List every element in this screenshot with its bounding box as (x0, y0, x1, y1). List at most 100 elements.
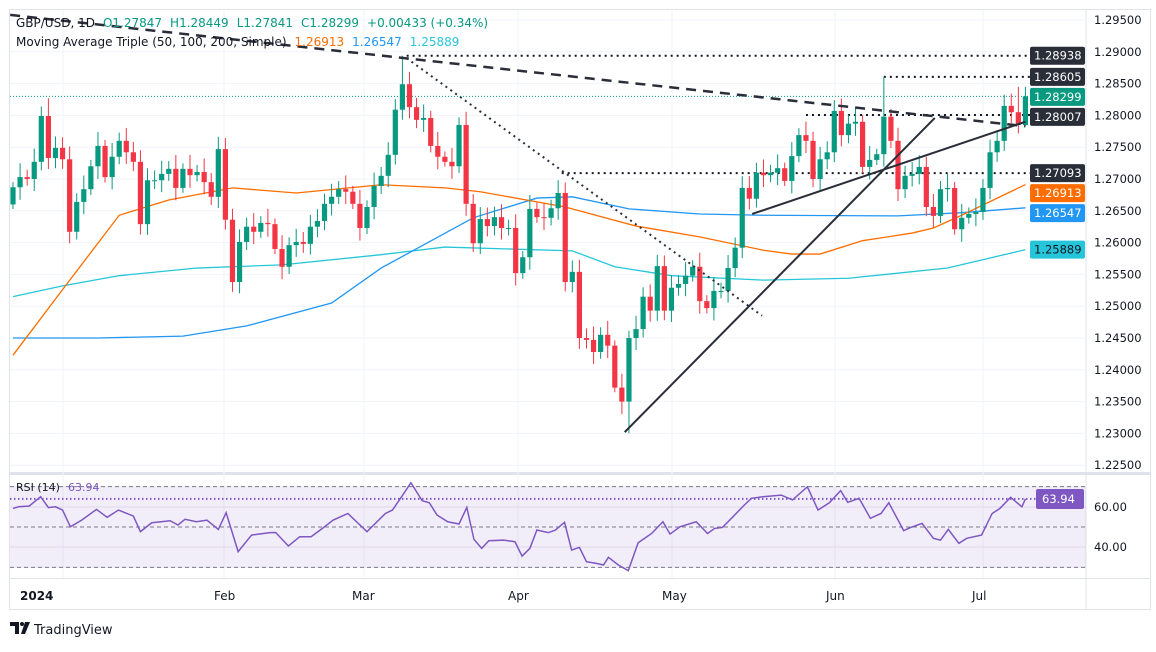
candle (612, 340, 618, 393)
candle (215, 136, 221, 208)
candle-body (867, 159, 873, 167)
candle (683, 262, 689, 297)
candle-body (17, 177, 23, 188)
candle-body (152, 180, 158, 182)
candle-body (1015, 112, 1021, 125)
price-tick-label: 1.26500 (1094, 204, 1142, 218)
candle-body (746, 187, 752, 199)
candle (152, 170, 158, 190)
candle (229, 208, 236, 292)
candle-body (520, 257, 526, 274)
price-axis[interactable]: 1.29500 1.29000 1.28500 1.28000 1.27500 1.270… (1094, 13, 1142, 472)
candle-body (860, 121, 866, 167)
candle-body (428, 117, 434, 146)
price-label-text: 1.28007 (1034, 110, 1082, 124)
candle-body (803, 135, 809, 141)
candle (633, 315, 639, 351)
candle-body (527, 208, 533, 258)
candle-body (994, 140, 1000, 153)
candle (314, 209, 321, 238)
candle-body (371, 185, 377, 207)
candle-body (166, 168, 172, 174)
candle (697, 252, 703, 314)
candle-body (159, 173, 165, 181)
candle (59, 137, 66, 169)
candle (576, 259, 582, 349)
candle (350, 185, 356, 210)
candle (619, 373, 625, 415)
rsi-title[interactable]: RSI (14) (16, 481, 60, 494)
candle-body (626, 338, 632, 402)
candle-body (244, 226, 250, 242)
candle-body (364, 206, 370, 228)
candle-body (647, 296, 653, 311)
candle (973, 198, 979, 227)
ma-title[interactable]: Moving Average Triple (50, 100, 200, Sim… (16, 35, 287, 49)
candle (513, 214, 519, 286)
candle-body (180, 168, 186, 188)
candle-body (484, 219, 490, 227)
ma50-line (12, 183, 1026, 356)
price-tick-label: 1.27000 (1094, 172, 1142, 186)
candle-body (350, 191, 356, 204)
symbol-legend[interactable]: GBP/USD, 1D O1.27847 H1.28449 L1.27841 C… (16, 16, 488, 30)
candle (803, 121, 809, 153)
candle (442, 151, 448, 167)
candle (421, 104, 427, 132)
tradingview-logo[interactable]: TradingView (10, 622, 113, 638)
candle-body (399, 84, 405, 110)
candle-body (576, 271, 582, 338)
candle-body (506, 227, 512, 229)
price-tick-label: 1.28500 (1094, 77, 1142, 91)
rsi-series-line (12, 481, 1027, 572)
candle (760, 159, 767, 188)
candle-body (704, 301, 710, 309)
candle-body (321, 203, 328, 221)
candle-body (583, 338, 590, 340)
trendline-dotted (406, 57, 763, 317)
rsi-legend-value: 63.94 (68, 481, 100, 494)
ma-legend[interactable]: Moving Average Triple (50, 100, 200, Sim… (16, 35, 459, 49)
candle-body (406, 84, 413, 108)
candle (258, 216, 264, 238)
candle (371, 172, 377, 220)
candle-body (137, 161, 144, 225)
candle (583, 328, 590, 349)
candle-body (201, 172, 207, 183)
candle (498, 204, 505, 240)
candle-body (838, 110, 844, 136)
time-axis[interactable]: 2024 Feb Mar Apr May Jun Jul (20, 589, 986, 603)
candle-body (711, 290, 717, 309)
candle (626, 330, 632, 434)
candle-body (1001, 105, 1007, 141)
candle-body (605, 334, 611, 346)
ma100-line (13, 196, 1026, 339)
candle-body (491, 217, 498, 227)
candle-body (279, 248, 285, 267)
candle-body (930, 206, 936, 216)
candle-body (612, 345, 618, 388)
time-label-2024: 2024 (20, 589, 53, 603)
candle (959, 203, 965, 242)
rsi-axis-40: 40.00 (1094, 540, 1127, 554)
ma100-value: 1.26547 (352, 35, 402, 49)
price-label-text: 1.28299 (1034, 90, 1082, 104)
candle-body (378, 175, 384, 186)
price-tick-label: 1.27500 (1094, 140, 1142, 154)
candle (590, 326, 597, 364)
candle (456, 117, 462, 174)
candle-body (845, 123, 852, 136)
candle (300, 231, 306, 253)
price-label-box (1030, 107, 1085, 126)
candle-body (980, 187, 986, 213)
candle-body (314, 220, 321, 227)
trendlines[interactable] (10, 13, 1026, 433)
candle (194, 164, 200, 182)
symbol-title[interactable]: GBP/USD, 1D (16, 16, 95, 30)
candle-body (569, 271, 575, 283)
candle-body (675, 283, 682, 288)
candle (746, 176, 752, 210)
candle (491, 206, 498, 236)
candle-body (286, 245, 292, 267)
